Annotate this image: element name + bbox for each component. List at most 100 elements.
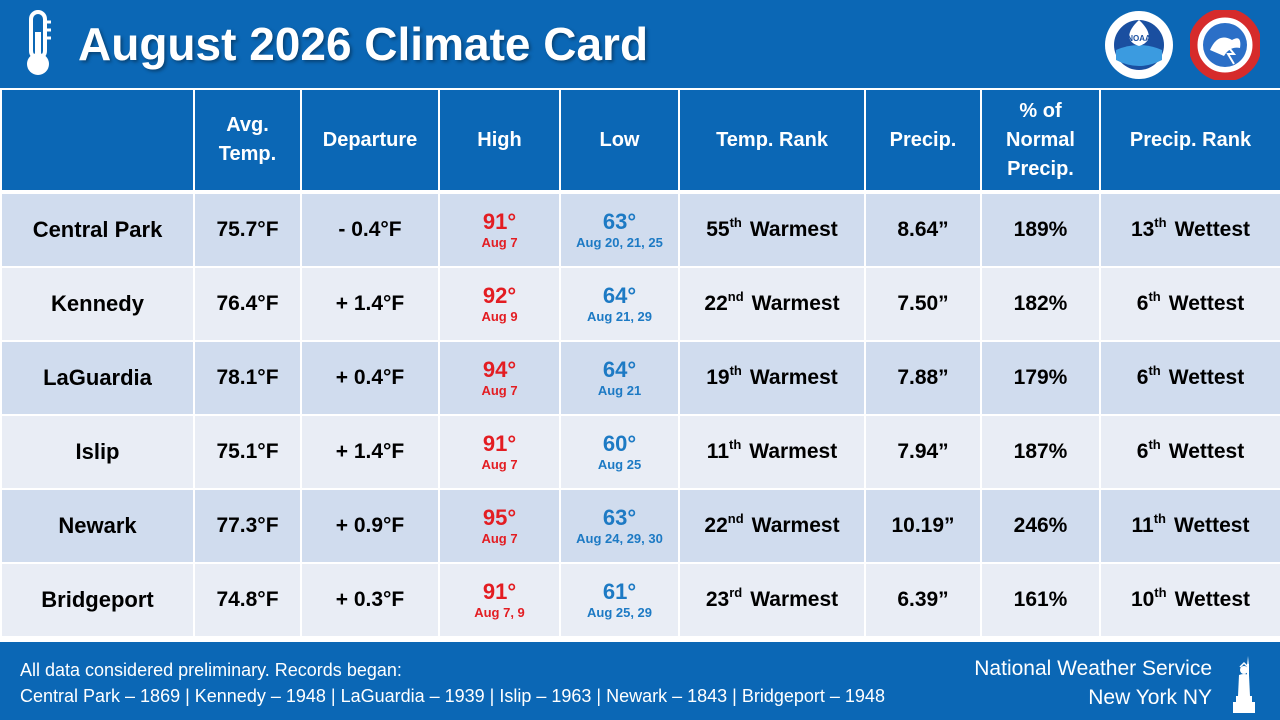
thermometer-icon — [27, 10, 51, 75]
temp-rank-suffix: nd — [727, 511, 744, 526]
temp-rank: 11th Warmest — [678, 414, 866, 490]
temp-rank-word: Warmest — [751, 514, 840, 537]
station-name: Islip — [0, 414, 195, 490]
avg-temp: 74.8°F — [193, 562, 302, 638]
low-cell: 60° Aug 25 — [559, 414, 680, 490]
noaa-logo: NOAA — [1105, 11, 1173, 79]
precip-rank: 11th Wettest — [1099, 488, 1280, 564]
table-row: Islip 75.1°F + 1.4°F 91° Aug 7 60° Aug 25 11th W… — [0, 414, 1280, 490]
temp-rank-number: 22 — [704, 292, 728, 315]
precip-rank: 13th Wettest — [1099, 191, 1280, 268]
avg-temp: 75.7°F — [193, 191, 302, 268]
preliminary-note: All data considered preliminary. Records… — [20, 660, 402, 680]
low-cell: 64° Aug 21, 29 — [559, 266, 680, 342]
temp-rank-suffix: th — [729, 215, 742, 230]
temp-rank-number: 11 — [706, 440, 729, 463]
high-cell: 91° Aug 7 — [438, 414, 561, 490]
precip-rank-number: 13 — [1130, 218, 1155, 241]
climate-table: Avg. Temp. Departure High Low Temp. Rank Prec… — [0, 88, 1280, 638]
pct-normal-precip: 187% — [980, 414, 1101, 490]
precip-rank-suffix: th — [1153, 511, 1166, 526]
precip-rank-word: Wettest — [1168, 440, 1245, 463]
precip-rank-suffix: th — [1154, 585, 1167, 600]
records-began-list: Central Park – 1869 | Kennedy – 1948 | L… — [20, 686, 885, 706]
departure: - 0.4°F — [300, 191, 440, 268]
temp-rank: 22nd Warmest — [678, 266, 866, 342]
table-row: Kennedy 76.4°F + 1.4°F 92° Aug 9 64° Aug 21, 2… — [0, 266, 1280, 342]
low-date: Aug 25 — [597, 457, 642, 472]
header-precip: Precip. — [864, 88, 982, 192]
low-temp: 60° — [602, 431, 637, 456]
low-cell: 64° Aug 21 — [559, 340, 680, 416]
temp-rank-word: Warmest — [751, 292, 840, 315]
low-cell: 61° Aug 25, 29 — [559, 562, 680, 638]
header-precip-rank: Precip. Rank — [1099, 88, 1280, 192]
low-cell: 63° Aug 20, 21, 25 — [559, 191, 680, 268]
low-date: Aug 21, 29 — [586, 309, 653, 324]
high-date: Aug 7 — [481, 531, 518, 546]
pct-normal-precip: 182% — [980, 266, 1101, 342]
pct-normal-precip: 179% — [980, 340, 1101, 416]
footer-bar: All data considered preliminary. Records… — [0, 642, 1280, 720]
precip-rank: 10th Wettest — [1099, 562, 1280, 638]
low-date: Aug 24, 29, 30 — [576, 531, 663, 546]
table-row: LaGuardia 78.1°F + 0.4°F 94° Aug 7 64° Aug 21 1… — [0, 340, 1280, 416]
high-temp: 91° — [482, 209, 517, 234]
temp-rank-suffix: th — [729, 363, 742, 378]
low-date: Aug 20, 21, 25 — [576, 235, 663, 250]
header-avg-temp: Avg. Temp. — [193, 88, 302, 192]
title-bar: August 2026 Climate Card NOAA — [0, 0, 1280, 88]
high-cell: 91° Aug 7, 9 — [438, 562, 561, 638]
station-name: Central Park — [0, 191, 195, 268]
station-name: Kennedy — [0, 266, 195, 342]
station-name: LaGuardia — [0, 340, 195, 416]
high-temp: 91° — [482, 579, 517, 604]
table-row: Central Park 75.7°F - 0.4°F 91° Aug 7 63° Aug … — [0, 191, 1280, 268]
temp-rank-number: 19 — [706, 366, 730, 389]
records-note: All data considered preliminary. Records… — [20, 657, 885, 709]
temp-rank-word: Warmest — [749, 366, 838, 389]
precip-rank: 6th Wettest — [1099, 266, 1280, 342]
temp-rank: 19th Warmest — [678, 340, 866, 416]
station-name: Bridgeport — [0, 562, 195, 638]
header-pct-normal: % of Normal Precip. — [980, 88, 1101, 192]
precip: 10.19” — [864, 488, 982, 564]
table-header-row: Avg. Temp. Departure High Low Temp. Rank Prec… — [0, 88, 1280, 192]
temp-rank-number: 22 — [704, 514, 728, 537]
temp-rank: 23rd Warmest — [678, 562, 866, 638]
header-temp-rank: Temp. Rank — [678, 88, 866, 192]
pct-normal-precip: 246% — [980, 488, 1101, 564]
office-name: National Weather Service New York NY — [974, 654, 1212, 712]
high-date: Aug 7 — [481, 235, 518, 250]
high-cell: 92° Aug 9 — [438, 266, 561, 342]
precip: 6.39” — [864, 562, 982, 638]
temp-rank: 22nd Warmest — [678, 488, 866, 564]
noaa-logo-text: NOAA — [1127, 34, 1151, 43]
high-cell: 95° Aug 7 — [438, 488, 561, 564]
low-date: Aug 21 — [597, 383, 642, 398]
table-row: Bridgeport 74.8°F + 0.3°F 91° Aug 7, 9 61° Aug… — [0, 562, 1280, 638]
header-station — [0, 88, 195, 192]
precip: 8.64” — [864, 191, 982, 268]
nws-logo — [1190, 10, 1260, 80]
temp-rank: 55th Warmest — [678, 191, 866, 268]
precip-rank-word: Wettest — [1168, 292, 1245, 315]
header-high: High — [438, 88, 561, 192]
high-cell: 91° Aug 7 — [438, 191, 561, 268]
low-temp: 64° — [602, 357, 637, 382]
precip-rank: 6th Wettest — [1099, 414, 1280, 490]
temp-rank-word: Warmest — [749, 440, 838, 463]
precip-rank: 6th Wettest — [1099, 340, 1280, 416]
precip-rank-number: 11 — [1131, 514, 1154, 537]
high-temp: 91° — [482, 431, 517, 456]
statue-of-liberty-icon — [1233, 656, 1255, 713]
high-temp: 94° — [482, 357, 517, 382]
precip-rank-word: Wettest — [1168, 366, 1245, 389]
high-cell: 94° Aug 7 — [438, 340, 561, 416]
precip-rank-word: Wettest — [1174, 218, 1251, 241]
avg-temp: 75.1°F — [193, 414, 302, 490]
temp-rank-word: Warmest — [749, 218, 838, 241]
station-name: Newark — [0, 488, 195, 564]
high-date: Aug 7 — [481, 383, 518, 398]
departure: + 0.4°F — [300, 340, 440, 416]
